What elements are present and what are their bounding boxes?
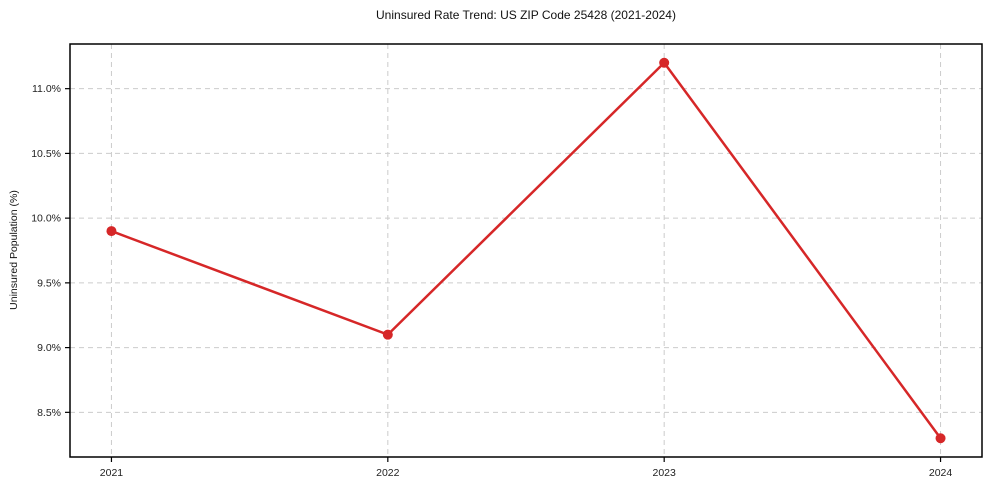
- y-tick-label: 10.0%: [31, 213, 61, 225]
- plot-frame: [69, 43, 983, 458]
- y-tick-label: 11.0%: [32, 83, 61, 95]
- x-tick-label: 2024: [929, 467, 953, 479]
- x-tick-label: 2023: [653, 467, 677, 479]
- data-point-marker: [106, 226, 117, 237]
- y-tick-label: 9.5%: [37, 277, 61, 289]
- data-point-marker: [935, 433, 946, 444]
- y-axis-label: Uninsured Population (%): [8, 190, 20, 310]
- data-point-marker: [382, 329, 393, 340]
- data-point-marker: [659, 57, 670, 68]
- trend-line: [110, 61, 942, 440]
- chart-title: Uninsured Rate Trend: US ZIP Code 25428 …: [376, 8, 676, 22]
- y-tick-label: 10.5%: [31, 148, 61, 160]
- x-tick-label: 2022: [376, 467, 400, 479]
- y-tick-label: 8.5%: [37, 407, 61, 419]
- x-tick-label: 2021: [100, 467, 124, 479]
- y-tick-label: 9.0%: [37, 342, 61, 354]
